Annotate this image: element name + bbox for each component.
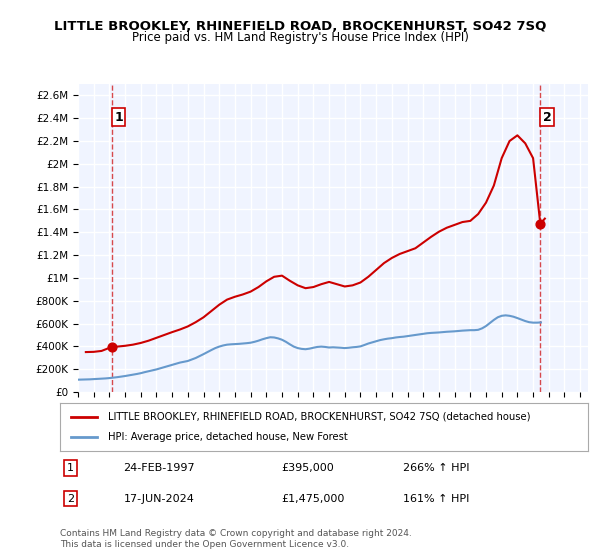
Text: LITTLE BROOKLEY, RHINEFIELD ROAD, BROCKENHURST, SO42 7SQ: LITTLE BROOKLEY, RHINEFIELD ROAD, BROCKE…	[54, 20, 546, 32]
Text: HPI: Average price, detached house, New Forest: HPI: Average price, detached house, New …	[107, 432, 347, 442]
Text: 2: 2	[67, 493, 74, 503]
Text: 266% ↑ HPI: 266% ↑ HPI	[403, 463, 470, 473]
Text: Contains HM Land Registry data © Crown copyright and database right 2024.
This d: Contains HM Land Registry data © Crown c…	[60, 529, 412, 549]
Text: £395,000: £395,000	[282, 463, 335, 473]
Bar	[540, 84, 588, 392]
Text: 1: 1	[114, 111, 123, 124]
Text: 17-JUN-2024: 17-JUN-2024	[124, 493, 194, 503]
Bar	[78, 84, 112, 392]
Text: 161% ↑ HPI: 161% ↑ HPI	[403, 493, 470, 503]
Point	[535, 220, 545, 228]
Text: LITTLE BROOKLEY, RHINEFIELD ROAD, BROCKENHURST, SO42 7SQ (detached house): LITTLE BROOKLEY, RHINEFIELD ROAD, BROCKE…	[107, 412, 530, 422]
Text: 1: 1	[67, 463, 74, 473]
Text: 24-FEB-1997: 24-FEB-1997	[124, 463, 195, 473]
Text: 2: 2	[542, 111, 551, 124]
Point	[107, 343, 116, 352]
Text: £1,475,000: £1,475,000	[282, 493, 345, 503]
Text: Price paid vs. HM Land Registry's House Price Index (HPI): Price paid vs. HM Land Registry's House …	[131, 31, 469, 44]
